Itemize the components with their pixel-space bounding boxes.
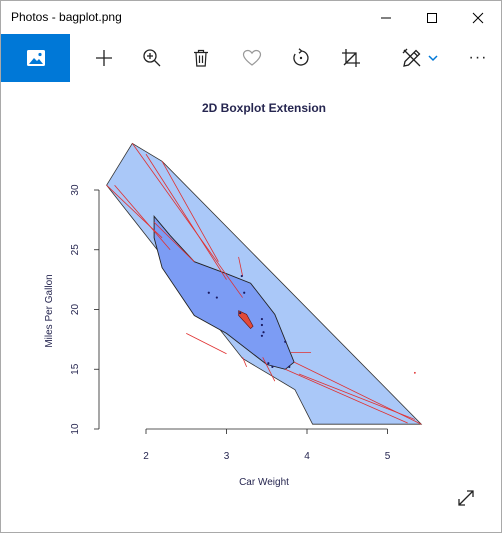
full-screen-button[interactable] (451, 483, 481, 513)
rotate-button[interactable] (278, 34, 324, 82)
data-point (260, 323, 264, 327)
whisker-line (285, 368, 408, 424)
crop-icon (342, 49, 360, 67)
data-point (284, 340, 287, 343)
whisker-line (186, 333, 227, 355)
edit-dropdown-button[interactable] (421, 34, 445, 82)
edit-draw-button[interactable] (389, 34, 435, 82)
y-tick-label: 20 (70, 304, 81, 316)
more-button[interactable]: ··· (455, 34, 501, 82)
x-tick-label: 3 (224, 451, 230, 462)
rotate-icon (293, 48, 309, 66)
add-button[interactable] (81, 34, 127, 82)
image-view-button[interactable] (1, 34, 70, 82)
y-axis-label: Miles Per Gallon (44, 274, 55, 347)
delete-button[interactable] (178, 34, 224, 82)
image-viewer: 2D Boxplot Extension 2 3 4 5 10 15 20 25 30 Car … (1, 82, 501, 532)
minimize-icon (381, 17, 391, 18)
bagplot-chart: 2D Boxplot Extension 2 3 4 5 10 15 20 25 30 Car … (44, 101, 423, 488)
data-point (262, 331, 265, 334)
toolbar: ··· (1, 34, 501, 82)
center-region (238, 310, 254, 330)
expand-icon (458, 490, 474, 506)
data-point (240, 274, 243, 278)
whisker-line (161, 161, 219, 262)
title-bar: Photos - bagplot.png (1, 1, 501, 34)
data-point (239, 311, 242, 315)
data-point (260, 317, 264, 321)
maximize-button[interactable] (409, 1, 455, 34)
whisker-line (238, 256, 243, 277)
window-title: Photos - bagplot.png (11, 10, 122, 24)
close-button[interactable] (455, 1, 501, 34)
more-icon: ··· (468, 49, 488, 66)
outlier-point (413, 371, 416, 374)
whisker-line (298, 373, 416, 420)
data-point (260, 334, 264, 337)
y-tick-label: 10 (70, 423, 81, 435)
maximize-icon (427, 12, 437, 23)
add-icon (96, 50, 112, 66)
delete-icon (194, 49, 208, 67)
minimize-button[interactable] (363, 1, 409, 34)
favorite-button[interactable] (229, 34, 275, 82)
data-point (271, 365, 274, 368)
whisker-line (114, 184, 171, 251)
data-point (243, 291, 246, 294)
x-tick-label: 5 (385, 451, 391, 462)
data-point (215, 296, 218, 299)
data-point (207, 291, 210, 294)
data-point (288, 365, 291, 368)
y-tick-label: 30 (70, 184, 81, 196)
image-view-icon (26, 50, 45, 66)
whisker-line (145, 153, 227, 280)
chart-title: 2D Boxplot Extension (202, 101, 326, 115)
whisker-line (242, 357, 247, 368)
chevron-down-icon (428, 55, 438, 62)
zoom-in-button[interactable] (129, 34, 175, 82)
bag-polygon (153, 215, 295, 370)
edit-draw-icon (402, 48, 421, 67)
crop-button[interactable] (328, 34, 374, 82)
whisker-line (262, 357, 276, 382)
loop-polygon (106, 142, 423, 425)
data-point (267, 362, 270, 365)
x-axis-label: Car Weight (239, 477, 289, 488)
zoom-in-icon (143, 49, 161, 67)
favorite-icon (242, 49, 262, 66)
whisker-line (153, 221, 195, 262)
whisker-line (131, 143, 243, 298)
y-tick-label: 25 (70, 244, 81, 256)
close-icon (472, 12, 484, 23)
x-tick-label: 4 (304, 451, 310, 462)
x-tick-label: 2 (143, 451, 149, 462)
y-tick-label: 15 (70, 363, 81, 375)
